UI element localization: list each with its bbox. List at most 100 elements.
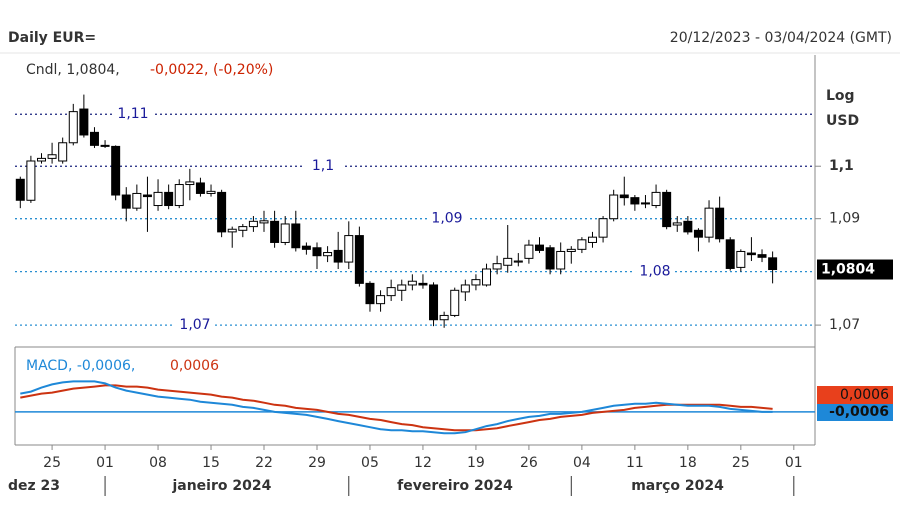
- x-tick-label: 22: [255, 455, 273, 471]
- grid-label: 1,09: [431, 211, 462, 227]
- x-tick-label: 01: [785, 455, 803, 471]
- candle-body: [227, 228, 237, 233]
- candle-body: [291, 223, 301, 249]
- grid-label: 1,08: [639, 264, 670, 280]
- candle-body: [672, 222, 682, 226]
- candle-body: [503, 257, 513, 266]
- candle-body: [153, 191, 163, 207]
- candle-body: [587, 236, 597, 243]
- candle-body: [471, 279, 481, 286]
- x-tick-label: 25: [732, 455, 750, 471]
- candle-body: [535, 244, 545, 251]
- candle-body: [270, 220, 280, 243]
- candle-body: [577, 239, 587, 250]
- x-tick-label: 11: [626, 455, 644, 471]
- candle-body: [630, 197, 640, 205]
- x-tick-label: 29: [308, 455, 326, 471]
- y-tick-label: 1,09: [829, 211, 860, 227]
- candle-body: [598, 218, 608, 238]
- last-price-box: [817, 259, 893, 280]
- candle-body: [174, 184, 184, 207]
- x-tick-label: 04: [573, 455, 591, 471]
- date-range: 20/12/2023 - 03/04/2024 (GMT): [670, 30, 892, 46]
- candle-body: [715, 207, 725, 240]
- candle-body: [609, 194, 619, 220]
- candle-body: [132, 192, 142, 209]
- candle-body: [206, 190, 216, 194]
- grid-label-bg: [635, 262, 675, 281]
- candle-body: [757, 254, 767, 258]
- candle-body: [492, 263, 502, 270]
- chart-title: Daily EUR=: [8, 30, 96, 46]
- candle-body: [248, 220, 258, 228]
- candle-body: [185, 181, 195, 186]
- last-price-label: 1,0804: [821, 262, 875, 278]
- grid-label: 1,1: [312, 158, 334, 174]
- x-tick-label: 25: [43, 455, 61, 471]
- x-tick-label: 26: [520, 455, 538, 471]
- candle-body: [323, 252, 333, 257]
- x-tick-label: 15: [202, 455, 220, 471]
- y-tick-label: 1,07: [829, 317, 860, 333]
- legend-change: -0,0022, (-0,20%): [150, 62, 273, 78]
- candle-body: [386, 287, 396, 297]
- candle-body: [482, 268, 492, 286]
- grid-label-bg: [113, 105, 153, 124]
- candle-body: [301, 245, 311, 250]
- macd-box-label: 0,0006: [840, 387, 889, 403]
- candle-body: [545, 247, 555, 270]
- x-tick-label: 18: [679, 455, 697, 471]
- macd-line: [20, 384, 773, 432]
- candle-body: [195, 182, 205, 194]
- candle-body: [164, 191, 174, 207]
- candle-body: [693, 229, 703, 238]
- candle-body: [111, 145, 121, 196]
- macd-box-label: -0,0006: [829, 404, 889, 420]
- macd-line: [20, 380, 773, 435]
- candle-body: [725, 239, 735, 269]
- candle-body: [397, 284, 407, 291]
- y-tick-label: 1,1: [829, 158, 854, 174]
- month-label: dez 23: [8, 478, 60, 494]
- candle-body: [79, 108, 89, 136]
- candle-body: [418, 282, 428, 286]
- x-tick-label: 01: [96, 455, 114, 471]
- candle-body: [26, 160, 36, 201]
- candle-body: [566, 248, 576, 252]
- grid-label-bg: [175, 316, 215, 335]
- candle-body: [333, 249, 343, 263]
- axis-label: Log: [826, 88, 855, 104]
- x-tick-label: 12: [414, 455, 432, 471]
- candle-body: [746, 252, 756, 256]
- x-tick-label: 08: [149, 455, 167, 471]
- macd-box: [817, 403, 893, 421]
- candle-body: [365, 282, 375, 305]
- legend-text: Cndl, 1,0804,: [26, 62, 120, 78]
- macd-box: [817, 386, 893, 404]
- grid-label: 1,11: [117, 106, 148, 122]
- macd-legend: MACD, -0,0006,: [26, 358, 135, 374]
- candle-body: [36, 157, 46, 162]
- candle-body: [736, 250, 746, 268]
- candle-body: [47, 154, 57, 159]
- month-label: fevereiro 2024: [397, 478, 513, 494]
- grid-label: 1,07: [179, 317, 210, 333]
- candle-body: [556, 250, 566, 270]
- candle-body: [15, 178, 25, 201]
- candle-body: [450, 289, 460, 316]
- candle-body: [280, 223, 290, 243]
- x-tick-label: 19: [467, 455, 485, 471]
- candle-body: [439, 314, 449, 321]
- candle-body: [662, 191, 672, 228]
- candle-body: [68, 111, 78, 144]
- candle-body: [142, 194, 152, 198]
- candle-body: [344, 235, 354, 263]
- candle-body: [683, 220, 693, 233]
- candle-body: [100, 144, 110, 147]
- grid-label-bg: [303, 157, 343, 176]
- candle-body: [259, 220, 269, 224]
- candle-body: [407, 280, 417, 286]
- candle-body: [217, 191, 227, 233]
